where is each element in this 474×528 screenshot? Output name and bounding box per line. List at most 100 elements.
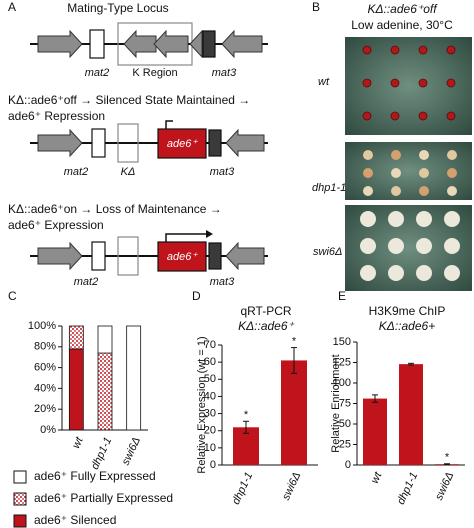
chart-subtitle: KΔ::ade6⁺ <box>238 319 295 333</box>
state-text: KΔ::ade6⁺on → Loss of Maintenance → <box>8 202 222 216</box>
panel-subtitle: Low adenine, 30°C <box>351 18 453 32</box>
locus-title: Mating-Type Locus <box>67 1 168 15</box>
panel-label: E <box>338 289 346 303</box>
locus-box <box>91 241 106 271</box>
colony <box>360 265 376 281</box>
colony <box>362 111 372 121</box>
significance-mark: * <box>292 335 297 347</box>
colony <box>362 78 372 88</box>
y-tick-label: 60 <box>204 356 216 368</box>
mat2-label: mat2 <box>74 276 98 288</box>
mat3-label: mat3 <box>212 67 237 79</box>
panel-title: KΔ::ade6⁺off <box>367 2 438 16</box>
row-label: swi6Δ <box>313 246 342 258</box>
legend-swatch <box>13 492 27 506</box>
colony <box>446 78 456 88</box>
colony <box>390 111 400 121</box>
y-tick-label: 0% <box>40 424 56 436</box>
y-tick-label: 75 <box>339 397 351 409</box>
y-tick-label: 10 <box>204 442 216 454</box>
colony <box>446 45 456 55</box>
colony <box>447 186 457 196</box>
bar-segment <box>126 325 142 431</box>
colony <box>388 238 404 254</box>
y-tick-label: 80% <box>34 341 56 353</box>
locus-box <box>202 30 216 58</box>
colony <box>391 168 401 178</box>
gene-arrow <box>221 29 263 59</box>
colony <box>416 211 432 227</box>
bar-segment <box>68 348 84 431</box>
chart-title: H3K9me ChIP <box>369 304 446 318</box>
k-region-label: K Region <box>132 67 177 79</box>
colony <box>360 211 376 227</box>
y-axis-label: Relative Expression (wt = 1) <box>196 336 208 473</box>
colony <box>447 150 457 160</box>
panel-label: C <box>8 289 17 303</box>
y-tick-label: 60% <box>34 362 56 374</box>
gene-arrow <box>189 29 203 59</box>
colony <box>390 78 400 88</box>
arrow-head <box>206 230 213 238</box>
y-axis-label: Relative Enrichment <box>330 354 342 452</box>
y-tick-label: 20 <box>204 425 216 437</box>
state-text: KΔ::ade6⁺off → Silenced State Maintained… <box>8 93 250 107</box>
colony <box>444 211 460 227</box>
locus-box <box>117 123 139 163</box>
colony <box>418 78 428 88</box>
bar-segment <box>68 325 84 350</box>
colony <box>418 111 428 121</box>
bar <box>399 364 423 465</box>
colony <box>419 186 429 196</box>
y-tick-label: 0 <box>210 459 216 471</box>
mat3-label: mat3 <box>210 166 235 178</box>
chart-title: qRT-PCR <box>240 304 291 318</box>
mat2-label: mat2 <box>85 67 109 79</box>
significance-mark: * <box>445 452 450 464</box>
bar <box>281 360 307 465</box>
y-tick-label: 100% <box>28 320 56 332</box>
y-tick-label: 70 <box>204 339 216 351</box>
y-tick-label: 40% <box>34 382 56 394</box>
promoter-arrow <box>165 120 173 129</box>
state-text: ade6⁺ Repression <box>8 109 105 123</box>
y-tick-label: 40 <box>204 390 216 402</box>
colony <box>363 168 373 178</box>
y-tick-label: 30 <box>204 407 216 419</box>
panel-label: D <box>192 289 201 303</box>
colony <box>444 265 460 281</box>
row-label: dhp1-1 <box>312 182 346 194</box>
kdelta-label: KΔ <box>121 166 136 178</box>
colony <box>388 265 404 281</box>
y-tick-label: 150 <box>333 336 351 348</box>
gene-arrow <box>37 241 83 271</box>
y-tick-label: 50 <box>339 418 351 430</box>
x-tick-label: wt <box>70 435 86 451</box>
colony <box>360 238 376 254</box>
x-tick-label: dhp1-1 <box>230 470 255 506</box>
locus-box <box>91 128 106 158</box>
y-tick-label: 0 <box>345 459 351 471</box>
colony <box>419 168 429 178</box>
bar <box>363 398 387 465</box>
colony <box>416 238 432 254</box>
colony <box>363 150 373 160</box>
locus-box <box>157 128 207 159</box>
gene-arrow <box>37 128 83 158</box>
y-tick-label: 50 <box>204 373 216 385</box>
gene-arrow <box>225 128 265 158</box>
colony <box>444 238 460 254</box>
locus-box <box>208 242 222 270</box>
locus-box <box>157 241 207 272</box>
mat3-label: mat3 <box>210 276 235 288</box>
legend-label: ade6⁺ Fully Expressed <box>34 469 156 483</box>
x-tick-label: swi6Δ <box>433 470 456 502</box>
colony <box>419 150 429 160</box>
promoter-arrow <box>165 233 206 242</box>
row-label: wt <box>318 76 330 88</box>
x-tick-label: swi6Δ <box>120 435 143 467</box>
gene-arrow <box>37 29 83 59</box>
gene-arrow <box>123 29 157 59</box>
colony <box>447 168 457 178</box>
